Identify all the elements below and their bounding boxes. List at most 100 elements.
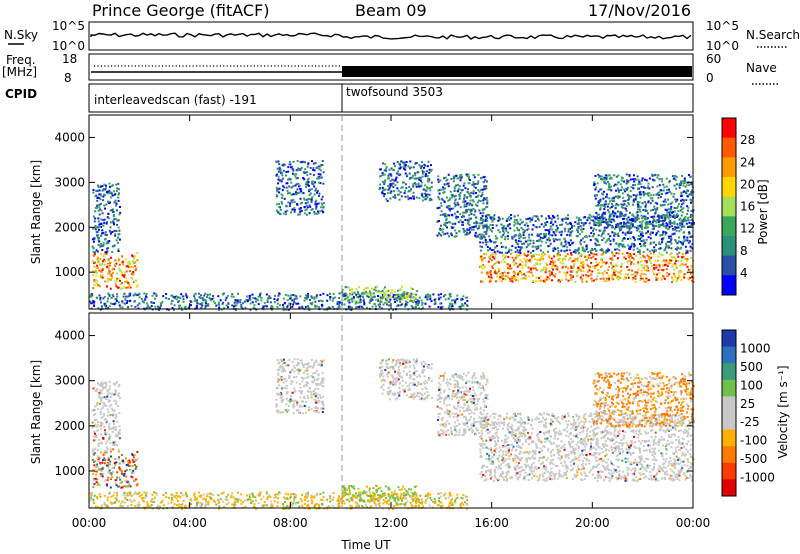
power-scatter-point (535, 280, 538, 283)
power-scatter-point (675, 226, 678, 229)
power-scatter-point (94, 271, 97, 274)
power-scatter-point (667, 235, 670, 238)
power-scatter-point (570, 274, 573, 277)
power-scatter-point (637, 187, 640, 190)
power-scatter-point (317, 173, 320, 176)
velocity-scatter-point (94, 423, 97, 426)
velocity-scatter-point (104, 385, 107, 388)
velocity-scatter-point (316, 379, 319, 382)
power-scatter-point (610, 206, 613, 208)
power-scatter-point (514, 258, 517, 261)
power-scatter-point (543, 266, 546, 269)
power-scatter-point (295, 302, 298, 305)
power-scatter-point (296, 188, 299, 191)
power-scatter-point (281, 172, 284, 175)
power-scatter-point (418, 307, 420, 310)
power-scatter-point (530, 271, 533, 274)
power-scatter-point (652, 227, 655, 230)
power-scatter-point (102, 224, 105, 227)
power-scatter-point (626, 231, 629, 234)
power-scatter-point (491, 230, 493, 233)
power-scatter-point (394, 165, 396, 168)
power-scatter-point (256, 299, 259, 302)
power-scatter-point (594, 247, 596, 250)
velocity-scatter-point (101, 459, 104, 462)
power-scatter-point (96, 258, 99, 261)
power-scatter-point (308, 198, 311, 201)
power-scatter-point (418, 300, 420, 303)
power-scatter-point (655, 193, 658, 196)
power-scatter-point (689, 245, 692, 248)
power-scatter-point (622, 238, 624, 241)
power-scatter-point (604, 178, 606, 181)
power-scatter-point (527, 217, 530, 220)
power-scatter-point (453, 212, 456, 215)
power-scatter-point (630, 263, 633, 266)
power-scatter-point (440, 202, 443, 205)
power-scatter-point (305, 294, 308, 297)
power-scatter-point (646, 248, 649, 251)
power-scatter-point (318, 181, 321, 184)
power-scatter-point (478, 225, 481, 227)
power-colorbar-label: Power [dB] (756, 179, 770, 244)
power-scatter-point (276, 188, 279, 191)
power-scatter-point (97, 234, 100, 237)
power-scatter-point (642, 191, 645, 193)
power-scatter-point (101, 260, 104, 263)
power-scatter-point (454, 301, 457, 303)
power-scatter-point (104, 231, 107, 234)
power-scatter-point (538, 253, 540, 256)
power-scatter-point (328, 307, 331, 309)
velocity-scatter-point (121, 470, 124, 473)
velocity-scatter-point (301, 412, 304, 415)
power-scatter-point (286, 192, 289, 195)
power-scatter-point (313, 169, 316, 172)
power-scatter-point (647, 182, 650, 185)
power-scatter-point (655, 221, 658, 224)
power-scatter-point (125, 286, 128, 289)
power-scatter-point (358, 301, 361, 304)
power-scatter-point (386, 301, 388, 304)
power-scatter-point (420, 299, 423, 302)
power-scatter-point (646, 187, 649, 189)
power-scatter-point (322, 182, 325, 185)
power-scatter-point (406, 301, 409, 304)
power-scatter-point (511, 256, 514, 259)
power-scatter-point (664, 198, 667, 201)
power-scatter-point (89, 293, 92, 296)
velocity-scatter-point (95, 390, 98, 392)
power-scatter-point (662, 260, 665, 263)
velocity-scatter-point (91, 458, 94, 461)
power-scatter-point (93, 220, 96, 223)
velocity-scatter-point (105, 484, 108, 487)
power-scatter-point (313, 181, 316, 184)
velocity-scatter-point (105, 483, 108, 486)
power-scatter-point (611, 259, 614, 262)
power-scatter-point (615, 226, 617, 229)
power-scatter-point (676, 277, 679, 280)
power-scatter-point (459, 219, 462, 222)
power-scatter-point (686, 205, 689, 208)
power-scatter-point (556, 268, 559, 271)
power-scatter-point (502, 254, 505, 257)
power-scatter-point (185, 294, 188, 297)
velocity-scatter-point (107, 476, 109, 479)
power-scatter-point (581, 227, 584, 230)
power-scatter-point (671, 225, 674, 228)
power-scatter-point (308, 308, 311, 311)
power-scatter-point (385, 198, 388, 201)
power-scatter-point (587, 256, 590, 259)
velocity-scatter-point (100, 398, 103, 401)
power-scatter-point (291, 305, 294, 308)
power-scatter-point (427, 180, 430, 183)
power-scatter-point (344, 295, 347, 297)
power-scatter-point (94, 217, 97, 220)
power-scatter-point (674, 239, 677, 241)
power-scatter-point (455, 232, 458, 235)
power-scatter-point (624, 213, 627, 216)
power-scatter-point (270, 307, 272, 310)
power-scatter-point (581, 274, 583, 277)
velocity-scatter-point (291, 391, 294, 394)
power-scatter-point (103, 253, 106, 256)
power-scatter-point (544, 271, 547, 274)
